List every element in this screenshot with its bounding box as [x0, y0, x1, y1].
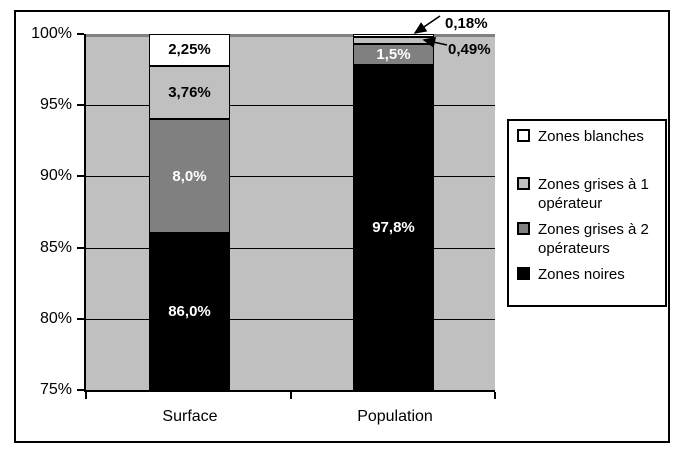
gridline — [86, 247, 495, 249]
gridline — [86, 176, 495, 178]
legend-swatch — [517, 267, 530, 280]
segment-label: 3,76% — [168, 84, 211, 102]
chart-frame: 86,0% 8,0% 3,76% 2,25% 97,8% 1,5% Surface Pop… — [14, 10, 670, 443]
y-axis-tick-mark — [77, 175, 84, 178]
gridline — [86, 318, 495, 320]
callout-label-zones-blanches: 0,18% — [445, 15, 488, 32]
bar-segment — [353, 37, 434, 44]
gridline — [86, 105, 495, 107]
legend: Zones blanches Zones grises à 1 opérateur… — [507, 119, 667, 307]
callout-arrow-zones-blanches — [413, 15, 441, 34]
bar-segment: 86,0% — [149, 233, 230, 390]
y-axis-tick-label: 95% — [39, 96, 72, 114]
y-axis-tick-label: 85% — [39, 238, 72, 256]
bar-segment: 8,0% — [149, 119, 230, 234]
y-axis-tick-mark — [77, 389, 84, 391]
bar-segment: 3,76% — [149, 65, 230, 120]
legend-swatch — [517, 177, 530, 190]
legend-swatch — [517, 129, 530, 142]
segment-label: 86,0% — [168, 303, 211, 321]
bar-population: 97,8% 1,5% — [353, 34, 434, 390]
y-axis-tick-mark — [77, 104, 84, 107]
y-axis-tick-label: 80% — [39, 309, 72, 327]
callout-label-zones-grises-1: 0,49% — [448, 41, 491, 58]
category-label-surface: Surface — [162, 408, 218, 425]
y-axis-tick-mark — [77, 246, 84, 249]
legend-item: Zones blanches — [517, 127, 665, 146]
segment-label: 8,0% — [172, 167, 207, 185]
legend-item: Zones noires — [517, 265, 665, 284]
x-axis-tick-mark — [289, 392, 292, 399]
bar-surface: 86,0% 8,0% 3,76% 2,25% — [149, 34, 230, 390]
x-axis-tick-mark — [494, 392, 496, 399]
plot-area: 86,0% 8,0% 3,76% 2,25% 97,8% 1,5% — [84, 34, 495, 392]
legend-item-label: Zones blanches — [538, 128, 644, 145]
category-label-population: Population — [357, 408, 433, 425]
legend-swatch — [517, 222, 530, 235]
bar-segment: 2,25% — [149, 34, 230, 66]
legend-item: Zones grises à 1 opérateur — [517, 175, 665, 213]
y-axis-tick-label: 90% — [39, 167, 72, 185]
segment-label: 97,8% — [372, 219, 415, 237]
bar-segment: 1,5% — [353, 44, 434, 66]
y-axis-tick-label: 75% — [39, 381, 72, 398]
legend-item-label: Zones grises à 2 opérateurs — [538, 221, 649, 257]
legend-item-label: Zones noires — [538, 266, 625, 283]
segment-label: 1,5% — [376, 46, 411, 64]
y-axis-tick-mark — [77, 317, 84, 320]
bar-segment — [353, 34, 434, 37]
y-axis-tick-label: 100% — [31, 25, 72, 42]
legend-item: Zones grises à 2 opérateurs — [517, 220, 665, 258]
x-axis-tick-mark — [85, 392, 87, 399]
gridline-100pct — [86, 34, 495, 37]
legend-item-label: Zones grises à 1 opérateur — [538, 176, 649, 212]
bar-segment: 97,8% — [353, 65, 434, 390]
y-axis-tick-mark — [77, 33, 84, 35]
segment-label: 2,25% — [168, 41, 211, 59]
